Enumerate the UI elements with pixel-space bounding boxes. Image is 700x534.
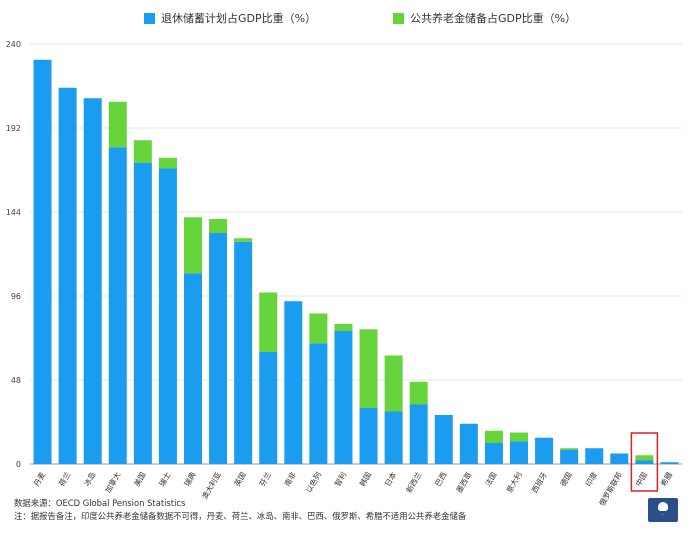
bar-public-reserves bbox=[309, 313, 328, 344]
y-tick-label: 48 bbox=[11, 376, 21, 385]
brand-logo: ··· bbox=[648, 498, 678, 522]
bar-retirement-savings bbox=[484, 443, 503, 464]
bar-public-reserves bbox=[158, 157, 177, 169]
bar-public-reserves bbox=[209, 219, 228, 233]
bar-retirement-savings bbox=[334, 331, 353, 464]
bar-public-reserves bbox=[510, 432, 528, 442]
highlight-box bbox=[630, 432, 659, 492]
bar-retirement-savings bbox=[660, 462, 679, 464]
x-tick-label: 俄罗斯联邦 bbox=[597, 470, 625, 508]
bar-retirement-savings bbox=[560, 450, 579, 464]
logo-mark-icon bbox=[658, 502, 668, 511]
chart-footer: 数据来源：OECD Global Pension Statistics 注：据报… bbox=[14, 497, 466, 523]
x-tick-label: 墨西哥 bbox=[455, 470, 474, 494]
bar-retirement-savings bbox=[585, 448, 604, 464]
x-tick-label: 智利 bbox=[332, 470, 348, 488]
bar-retirement-savings bbox=[409, 404, 428, 464]
bar-public-reserves bbox=[234, 238, 253, 242]
y-tick-label: 0 bbox=[16, 460, 21, 469]
x-tick-label: 中国 bbox=[633, 470, 649, 488]
note-text: 注：据报告备注，印度公共养老金储备数据不可得，丹麦、荷兰、冰岛、南非、巴西、俄罗… bbox=[14, 511, 467, 521]
bar-retirement-savings bbox=[635, 460, 654, 464]
legend-item-retirement-savings: 退休储蓄计划占GDP比重（%） bbox=[144, 10, 316, 26]
bar-retirement-savings bbox=[610, 453, 629, 464]
x-tick-label: 瑞典 bbox=[182, 470, 198, 488]
bar-public-reserves bbox=[133, 140, 152, 163]
bar-retirement-savings bbox=[234, 241, 253, 464]
x-tick-label: 意大利 bbox=[504, 470, 524, 494]
bar-retirement-savings bbox=[359, 408, 378, 464]
x-tick-label: 南非 bbox=[282, 470, 298, 488]
x-tick-label: 瑞士 bbox=[156, 470, 172, 488]
legend-label-public-reserves: 公共养老金储备占GDP比重（%） bbox=[410, 12, 577, 25]
x-tick-label: 荷兰 bbox=[56, 470, 72, 488]
bar-public-reserves bbox=[560, 448, 579, 450]
bar-retirement-savings bbox=[535, 437, 554, 464]
x-tick-label: 英国 bbox=[232, 470, 248, 488]
y-tick-label: 192 bbox=[6, 124, 21, 133]
x-tick-label: 以色列 bbox=[303, 470, 323, 494]
bar-retirement-savings bbox=[284, 301, 303, 464]
bar-retirement-savings bbox=[510, 441, 528, 464]
bar-retirement-savings bbox=[133, 163, 152, 464]
logo-mark-icon: ··· bbox=[661, 513, 665, 517]
bar-retirement-savings bbox=[434, 415, 453, 464]
x-tick-label: 希腊 bbox=[658, 470, 674, 488]
x-tick-label: 日本 bbox=[382, 470, 398, 488]
bar-retirement-savings bbox=[259, 352, 278, 464]
x-tick-label: 丹麦 bbox=[31, 470, 47, 488]
bar-retirement-savings bbox=[384, 411, 403, 464]
x-tick-label: 印度 bbox=[583, 470, 599, 488]
bar-public-reserves bbox=[334, 324, 353, 331]
legend-swatch-blue bbox=[144, 12, 155, 24]
x-tick-label: 芬兰 bbox=[257, 470, 273, 488]
chart-legend: 退休储蓄计划占GDP比重（%） 公共养老金储备占GDP比重（%） bbox=[0, 10, 700, 32]
x-tick-label: 美国 bbox=[131, 470, 147, 488]
legend-swatch-green bbox=[393, 12, 404, 24]
bar-retirement-savings bbox=[58, 87, 77, 464]
bar-public-reserves bbox=[409, 381, 428, 405]
legend-label-retirement-savings: 退休储蓄计划占GDP比重（%） bbox=[161, 12, 317, 25]
x-tick-label: 加拿大 bbox=[103, 470, 123, 495]
bar-retirement-savings bbox=[184, 273, 202, 464]
bar-public-reserves bbox=[484, 430, 503, 443]
y-tick-label: 96 bbox=[11, 292, 21, 301]
bar-public-reserves bbox=[635, 455, 654, 461]
y-tick-label: 240 bbox=[6, 40, 21, 49]
x-tick-label: 冰岛 bbox=[81, 470, 97, 488]
bar-retirement-savings bbox=[83, 98, 102, 464]
x-tick-label: 德国 bbox=[558, 470, 574, 488]
bar-public-reserves bbox=[384, 355, 403, 412]
y-tick-label: 144 bbox=[6, 208, 21, 217]
bar-retirement-savings bbox=[33, 59, 52, 464]
x-tick-label: 新西兰 bbox=[404, 470, 424, 495]
bar-retirement-savings bbox=[158, 168, 177, 464]
x-tick-label: 巴西 bbox=[433, 470, 449, 488]
source-text: 数据来源：OECD Global Pension Statistics bbox=[14, 498, 186, 508]
bar-retirement-savings bbox=[459, 423, 478, 464]
bar-public-reserves bbox=[184, 217, 202, 274]
bar-retirement-savings bbox=[309, 343, 328, 464]
x-tick-label: 韩国 bbox=[357, 470, 373, 488]
bar-retirement-savings bbox=[108, 147, 127, 464]
legend-item-public-reserves: 公共养老金储备占GDP比重（%） bbox=[393, 10, 576, 26]
x-tick-label: 西班牙 bbox=[529, 470, 549, 495]
x-tick-label: 法国 bbox=[482, 470, 498, 488]
bar-public-reserves bbox=[259, 292, 278, 352]
bar-public-reserves bbox=[108, 101, 127, 148]
bar-retirement-savings bbox=[209, 233, 228, 464]
bar-public-reserves bbox=[359, 329, 378, 408]
